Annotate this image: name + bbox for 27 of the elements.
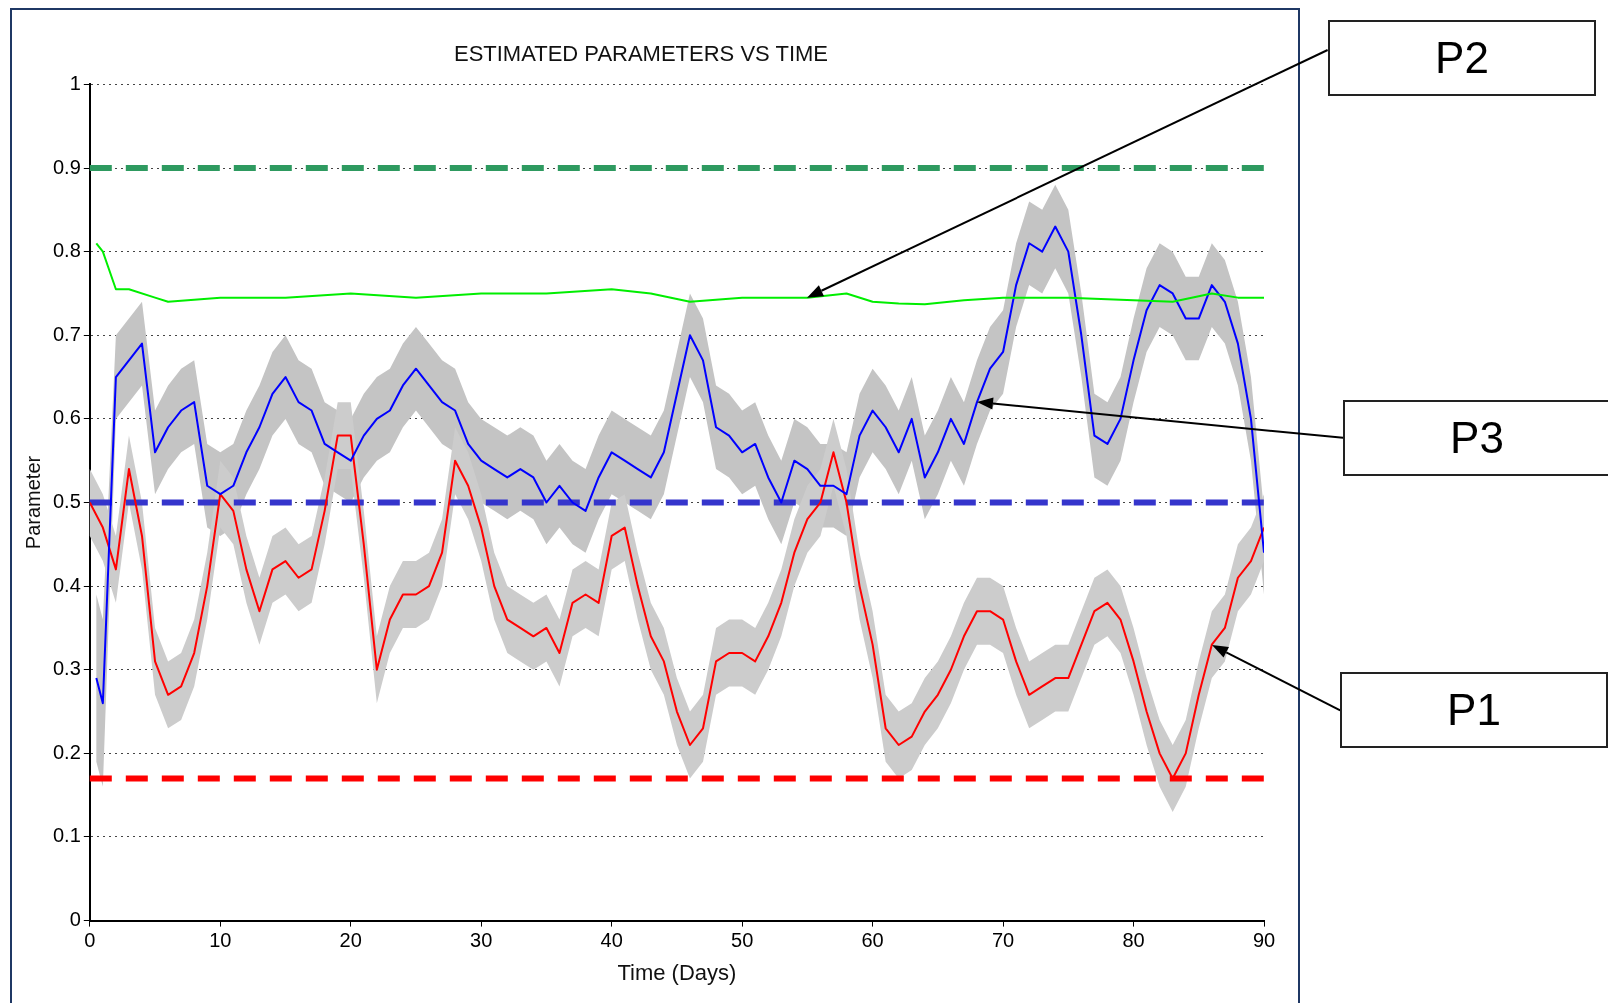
x-axis-title: Time (Days)	[617, 959, 737, 985]
y-tick-label: 1	[69, 71, 81, 94]
x-tick-label: 20	[339, 929, 362, 952]
x-tick-label: 60	[861, 929, 884, 952]
x-tick-label: 40	[600, 929, 623, 952]
text: P3	[1450, 413, 1504, 463]
y-tick-label: 0.5	[52, 490, 81, 513]
x-tick-label: 50	[731, 929, 754, 952]
y-tick-label: 0.1	[52, 824, 81, 847]
y-tick-label: 0.6	[52, 406, 81, 429]
x-tick-label: 30	[470, 929, 493, 952]
x-tick-label: 10	[209, 929, 232, 952]
x-tick-label: 0	[84, 929, 96, 952]
y-tick-label: 0.2	[52, 740, 81, 763]
x-tick-label: 70	[991, 929, 1015, 952]
y-tick-label: 0.8	[52, 239, 81, 262]
y-tick-label: 0.7	[52, 322, 81, 345]
text: P1	[1447, 685, 1501, 735]
y-tick-label: 0.9	[52, 155, 81, 178]
y-axis-title: Parameter	[21, 455, 44, 550]
y-tick-label: 0.4	[52, 573, 81, 596]
y-tick-label: 0.3	[52, 657, 81, 680]
text: P2	[1435, 33, 1489, 83]
x-tick-label: 90	[1252, 929, 1276, 952]
y-tick-label: 0	[69, 908, 81, 931]
x-tick-label: 80	[1122, 929, 1145, 952]
chart-title: ESTIMATED PARAMETERS VS TIME	[453, 41, 829, 67]
